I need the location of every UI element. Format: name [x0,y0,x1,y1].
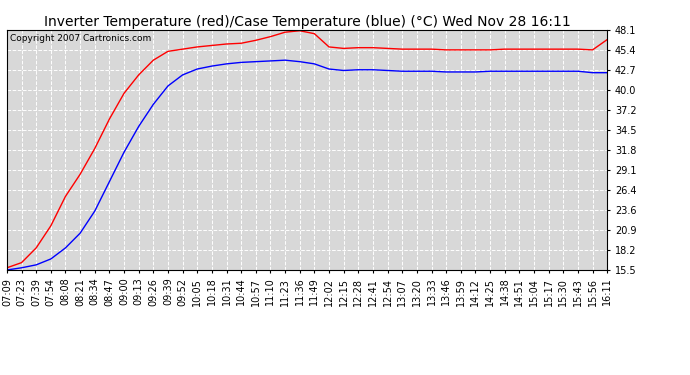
Title: Inverter Temperature (red)/Case Temperature (blue) (°C) Wed Nov 28 16:11: Inverter Temperature (red)/Case Temperat… [43,15,571,29]
Text: Copyright 2007 Cartronics.com: Copyright 2007 Cartronics.com [10,34,151,43]
